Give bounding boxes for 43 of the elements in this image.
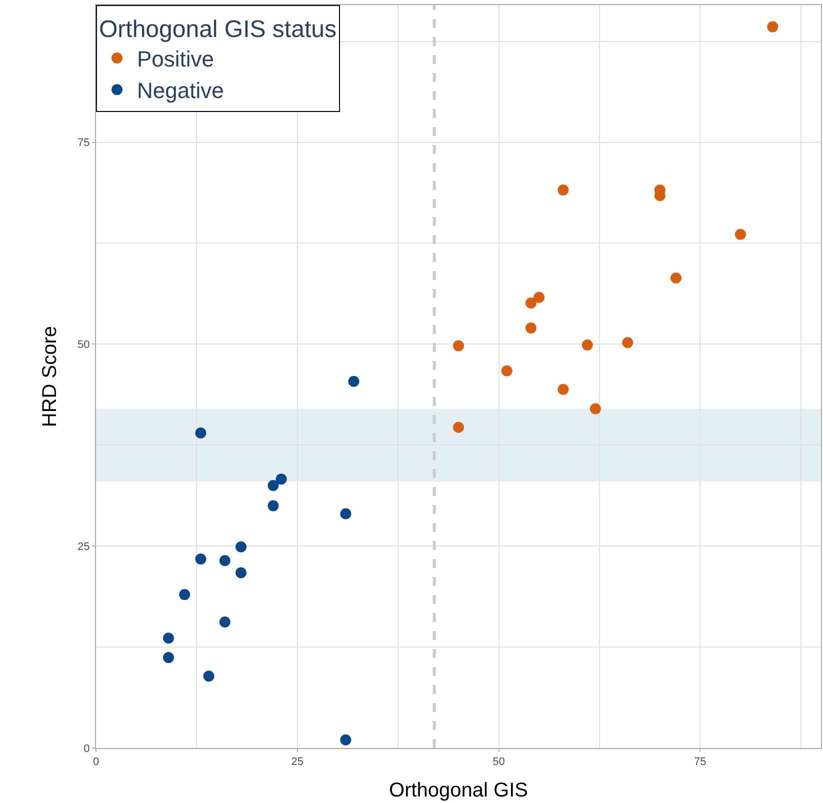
point xyxy=(268,500,279,512)
point xyxy=(734,228,746,240)
point xyxy=(203,670,214,682)
point xyxy=(526,322,536,334)
legend-label: Negative xyxy=(137,78,224,104)
point xyxy=(179,589,190,600)
y-axis-title: HRD Score xyxy=(39,326,62,428)
point xyxy=(195,554,206,565)
legend-title: Orthogonal GIS status xyxy=(99,16,336,44)
point xyxy=(340,508,352,520)
point xyxy=(163,652,174,664)
point xyxy=(340,734,352,746)
point xyxy=(268,480,279,492)
x-tick-label: 25 xyxy=(291,756,304,768)
point xyxy=(348,376,360,387)
point xyxy=(219,616,230,628)
point xyxy=(195,428,206,439)
point xyxy=(558,184,569,196)
point xyxy=(236,567,246,578)
point xyxy=(276,474,287,485)
point xyxy=(670,272,682,284)
y-tick-label: 75 xyxy=(78,137,90,150)
y-tick-label: 0 xyxy=(84,742,90,755)
point xyxy=(526,298,536,309)
x-tick-label: 0 xyxy=(92,756,100,768)
x-tick-label: 50 xyxy=(492,756,505,768)
point xyxy=(558,384,569,395)
point xyxy=(582,340,593,350)
point xyxy=(236,541,246,552)
point xyxy=(453,340,464,352)
point xyxy=(767,21,778,32)
point xyxy=(453,422,464,433)
x-axis-title: Orthogonal GIS xyxy=(389,780,528,802)
y-tick-label: 25 xyxy=(78,540,90,553)
point xyxy=(163,632,174,644)
y-tick-label: 50 xyxy=(78,339,90,352)
point xyxy=(622,337,634,348)
point xyxy=(590,403,601,414)
point xyxy=(501,365,512,376)
x-tick-label: 75 xyxy=(694,756,706,768)
point xyxy=(534,292,545,303)
legend-label: Positive xyxy=(137,46,214,72)
point xyxy=(219,555,230,566)
